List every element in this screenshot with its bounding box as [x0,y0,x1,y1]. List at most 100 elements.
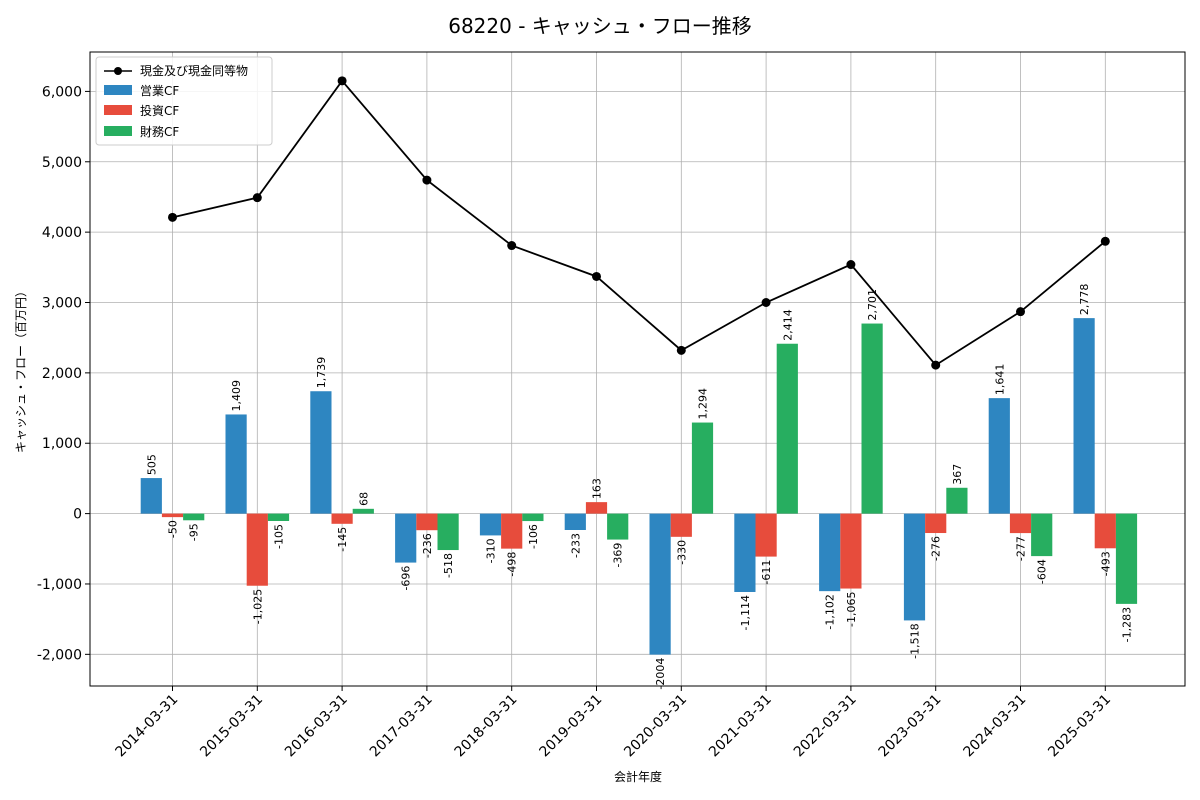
bar-value-label: -106 [527,524,540,549]
bar-value-label: -1,025 [251,589,264,624]
bar [501,513,523,549]
bar [246,513,268,586]
bars [140,318,1138,655]
cash-line-path [172,79,1106,367]
bar [352,508,374,514]
bar [183,513,205,521]
plot-frame [89,51,1186,687]
legend: 現金及び現金同等物 営業CF 投資CF 財務CF [95,56,273,146]
y-tick-label: 6,000 [42,84,82,100]
bar-value-label: -369 [612,543,625,568]
cash-point [168,212,177,222]
bar-value-label: -498 [506,552,519,577]
cash-point [1016,307,1025,317]
bar [734,513,756,592]
bar-value-label: -233 [569,533,582,558]
bar [1115,513,1138,604]
y-tick-label: 2,000 [42,366,82,382]
bar-value-label: -105 [273,524,286,549]
bar [946,487,968,514]
bar [161,513,184,518]
bar [479,513,502,536]
bar [225,414,247,514]
legend-label-investing: 投資CF [140,103,179,118]
bar [1031,513,1053,557]
cash-line [168,76,1110,370]
bar [819,513,841,592]
y-tick-label: -2,000 [37,647,82,663]
y-tick-label: -1,000 [37,577,82,593]
bar [1009,513,1032,534]
cash-point [761,298,771,308]
bar [925,513,947,534]
bar [988,398,1010,514]
bar-value-label: -493 [1099,551,1112,576]
bar-value-label: -145 [336,527,349,552]
y-tick-label: 1,000 [42,436,82,452]
legend-line-marker [114,67,122,75]
bar [861,323,883,514]
bar [670,513,692,537]
bar [331,513,353,524]
bar [416,513,438,531]
y-tick-label: 5,000 [42,155,82,171]
legend-label-cash: 現金及び現金同等物 [140,63,248,78]
legend-swatch-financing [104,126,132,136]
cash-point [507,241,517,251]
bar-value-label: 2,701 [866,289,879,321]
bar [607,513,629,540]
y-tick-label: 3,000 [42,296,82,312]
bar-value-label: 505 [145,454,158,475]
cash-point [252,193,262,203]
bar [140,478,162,514]
y-axis: -2,000 -1,000 0 1,000 2,000 3,000 4,000 5,000 6,… [37,84,90,663]
y-tick-label: 4,000 [42,225,82,241]
cash-point [337,76,347,86]
bar-value-label: 163 [591,478,604,499]
bar [840,513,862,589]
bar [564,513,586,530]
bar-value-label: -95 [188,523,201,541]
bar [437,513,459,551]
cash-point [592,271,601,281]
bar [1094,513,1116,549]
bar-value-label: -50 [167,520,180,538]
bar-value-label: 1,739 [315,357,328,389]
bar-value-label: -276 [930,536,943,561]
legend-swatch-operating [104,85,132,95]
bar-value-label: 68 [357,492,370,506]
bar-value-label: 2,778 [1078,284,1091,316]
bar-value-label: -696 [400,566,413,591]
legend-label-operating: 営業CF [140,84,179,98]
bar-value-label: -1,518 [909,623,922,658]
legend-box [95,56,273,146]
bar-value-label: -1,114 [739,595,752,630]
cash-point [676,345,686,355]
bar [1073,318,1095,514]
cash-point [931,360,941,370]
bar [395,513,417,563]
bar [585,502,608,514]
bar [755,513,777,557]
bar-value-label: -310 [485,538,498,563]
bar-value-label: -1,065 [845,592,858,627]
bar [903,513,926,621]
bar-value-label: 367 [951,464,964,485]
bar-value-label: 1,409 [230,380,243,412]
bar [310,391,332,514]
cash-point [1100,236,1110,246]
bar-value-label: -2004 [654,658,667,690]
bar-value-label: -1,283 [1121,607,1134,642]
bar-value-label: -604 [1036,559,1049,584]
bar-value-label: 1,641 [993,364,1006,396]
y-axis-title: キャッシュ・フロー（百万円） [14,285,28,453]
bar-value-label: -277 [1015,536,1028,561]
bar-value-label: 2,414 [781,309,794,341]
bar [691,422,714,514]
bar-value-label: 1,294 [697,388,710,420]
bar [522,513,544,522]
cash-point [846,260,856,270]
legend-swatch-investing [104,105,132,115]
legend-label-financing: 財務CF [140,124,179,139]
